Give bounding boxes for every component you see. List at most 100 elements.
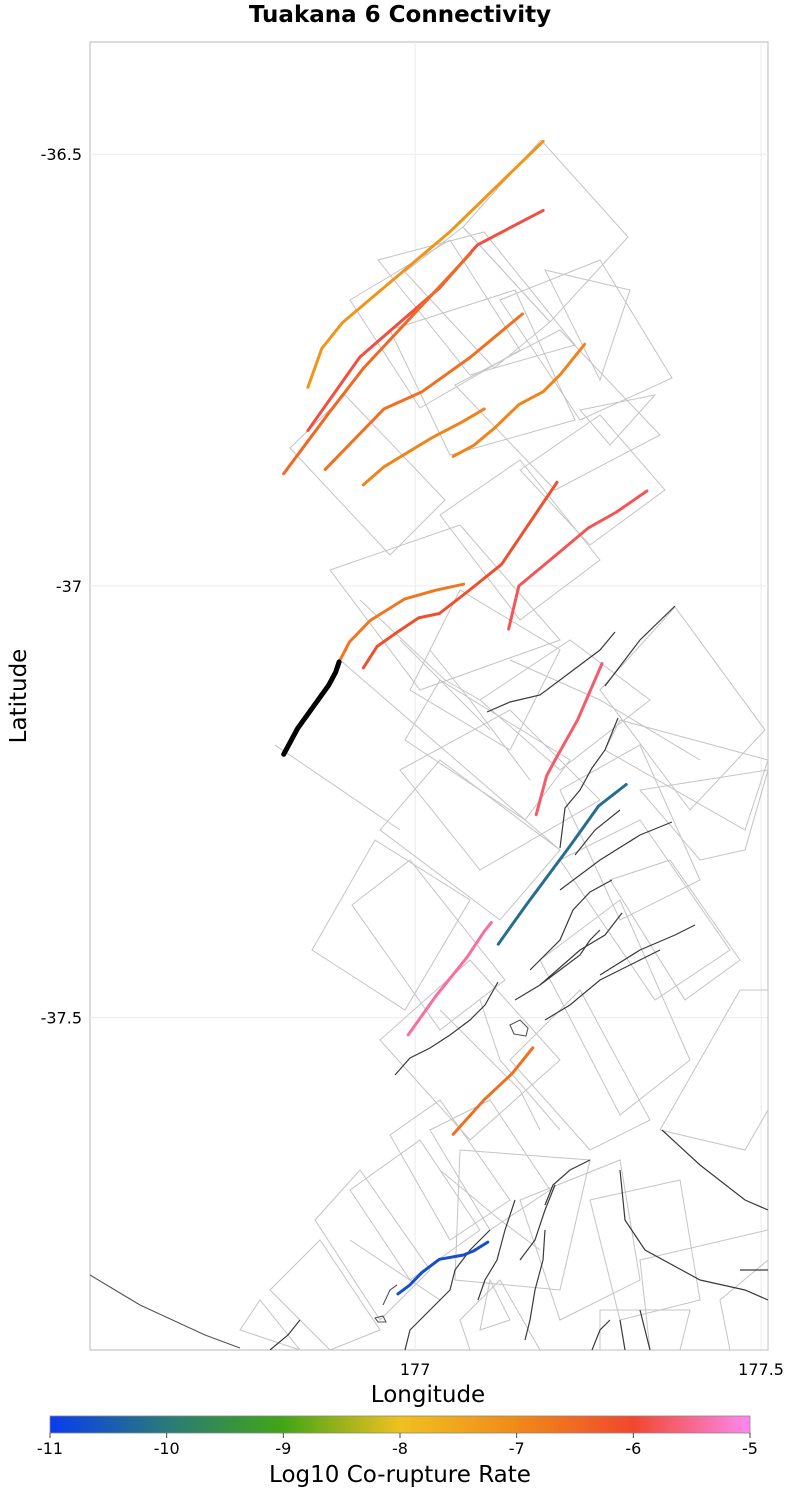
fault-trace [661, 1129, 768, 1211]
fault-network-background [90, 139, 768, 1350]
fault-trace [559, 717, 619, 849]
fault-trace [374, 1315, 387, 1323]
fault-outline [359, 599, 481, 701]
fault-trace [544, 1159, 591, 1206]
rupture-trace [507, 489, 649, 631]
colorbar-tick-label: -10 [154, 1439, 180, 1458]
fault-outline [479, 1278, 511, 1331]
fault-trace [619, 1319, 626, 1350]
fault-outline [289, 394, 446, 556]
fault-trace [599, 924, 696, 976]
fault-outline [429, 649, 531, 781]
chart-title: Tuakana 6 Connectivity [249, 2, 551, 28]
colorbar-tick-label: -9 [275, 1439, 291, 1458]
fault-outline [399, 639, 491, 731]
rupture-trace [451, 342, 587, 458]
fault-outline [599, 1309, 691, 1350]
fault-outline [379, 959, 561, 1141]
fault-outline [389, 289, 576, 456]
fault-trace [404, 1229, 491, 1350]
fault-outline [454, 1149, 591, 1291]
rupture-trace [337, 582, 466, 664]
rupture-trace [406, 921, 493, 1037]
fault-trace [514, 929, 601, 1001]
colorbar-tick-label: -5 [742, 1439, 758, 1458]
fault-outline [389, 1099, 511, 1241]
fault-outline [479, 639, 651, 771]
colorbar-tick-label: -11 [37, 1439, 63, 1458]
fault-trace [604, 605, 676, 687]
fault-outline [719, 1259, 768, 1350]
fault-outline [314, 1169, 431, 1321]
fault-outline [311, 839, 471, 1011]
fault-outline [399, 709, 601, 871]
y-tick-label: -37 [56, 577, 82, 596]
x-axis-ticks: 177 177.5 [400, 1360, 784, 1379]
y-tick-label: -36.5 [41, 145, 82, 164]
fault-outline [519, 414, 666, 546]
fault-outline [659, 989, 768, 1151]
fault-outline [609, 859, 741, 1001]
fault-outline [429, 1099, 551, 1231]
fault-outline [454, 329, 661, 491]
fault-trace [509, 1019, 529, 1037]
fault-trace [486, 631, 616, 713]
fault-outline [377, 231, 576, 376]
y-axis-ticks: -36.5 -37 -37.5 [41, 145, 82, 1027]
fault-outline [559, 819, 731, 1001]
fault-trace [519, 1184, 556, 1261]
fault-trace [539, 912, 623, 986]
fault-outline [509, 659, 701, 761]
coast-trace [90, 1274, 241, 1349]
rupture-trace [361, 480, 559, 670]
fault-outline [459, 1279, 541, 1350]
fault-outline [439, 1009, 541, 1131]
rupture-trace [451, 1046, 535, 1136]
fault-outline [604, 719, 768, 831]
fault-outline [269, 1239, 381, 1350]
fault-outline [349, 1239, 441, 1301]
fault-trace [639, 1309, 651, 1350]
rupture-trace [496, 783, 628, 946]
fault-outline [544, 269, 631, 382]
fault-outline [239, 1299, 301, 1350]
rupture-trace [323, 312, 524, 471]
y-axis-label: Latitude [6, 649, 32, 744]
rupture-trace [534, 662, 604, 817]
fault-outline [639, 769, 768, 861]
fault-outline [579, 394, 657, 446]
colorbar-tick-label: -8 [392, 1439, 408, 1458]
fault-trace [574, 809, 621, 856]
fault-outline [349, 1139, 481, 1281]
fault-trace [559, 821, 673, 891]
fault-outline [639, 1229, 768, 1350]
fault-outline [599, 606, 766, 811]
fault-outline [351, 859, 506, 1031]
fault-trace [529, 879, 613, 971]
fault-outline [339, 659, 561, 851]
fault-outline [519, 1159, 641, 1321]
fault-outline [539, 899, 691, 1116]
plot-area [89, 41, 769, 1351]
source-fault [281, 659, 342, 757]
fault-trace [382, 1284, 398, 1306]
fault-outline [274, 744, 401, 831]
fault-outline [439, 1169, 541, 1251]
rupture-traces [282, 139, 649, 1296]
source-fault-trace [281, 659, 342, 757]
y-tick-label: -37.5 [41, 1009, 82, 1028]
colorbar [49, 1415, 751, 1434]
colorbar-ticks: -11 -10 -9 -8 -7 -6 -5 [37, 1433, 758, 1458]
colorbar-label: Log10 Co-rupture Rate [269, 1462, 531, 1488]
colorbar-tick-label: -7 [509, 1439, 525, 1458]
x-axis-label: Longitude [371, 1382, 485, 1408]
fault-outline [589, 1179, 701, 1321]
colorbar-tick-label: -6 [625, 1439, 641, 1458]
fault-outline [409, 589, 561, 751]
x-tick-label: 177 [400, 1360, 431, 1379]
rupture-trace [306, 139, 545, 389]
rupture-trace [396, 1240, 490, 1296]
fault-outline [559, 744, 701, 921]
fault-trace [524, 1229, 546, 1341]
